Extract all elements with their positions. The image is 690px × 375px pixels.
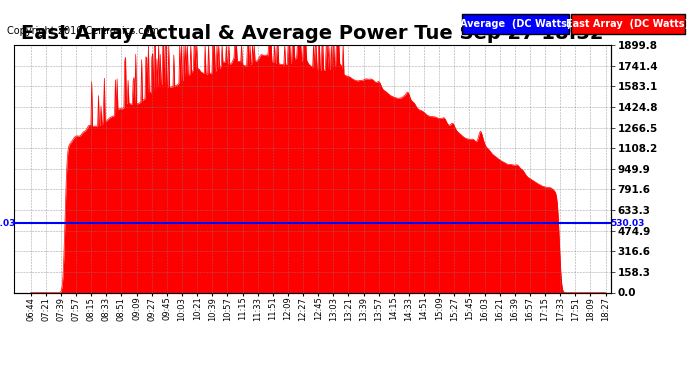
Text: 530.03: 530.03 [0, 219, 15, 228]
Title: East Array Actual & Average Power Tue Sep 27 18:32: East Array Actual & Average Power Tue Se… [21, 24, 604, 44]
Text: 530.03: 530.03 [611, 219, 645, 228]
Text: Average  (DC Watts): Average (DC Watts) [460, 19, 572, 28]
Text: Copyright 2016 Certronics.com: Copyright 2016 Certronics.com [7, 26, 159, 36]
Text: East Array  (DC Watts): East Array (DC Watts) [566, 19, 689, 28]
